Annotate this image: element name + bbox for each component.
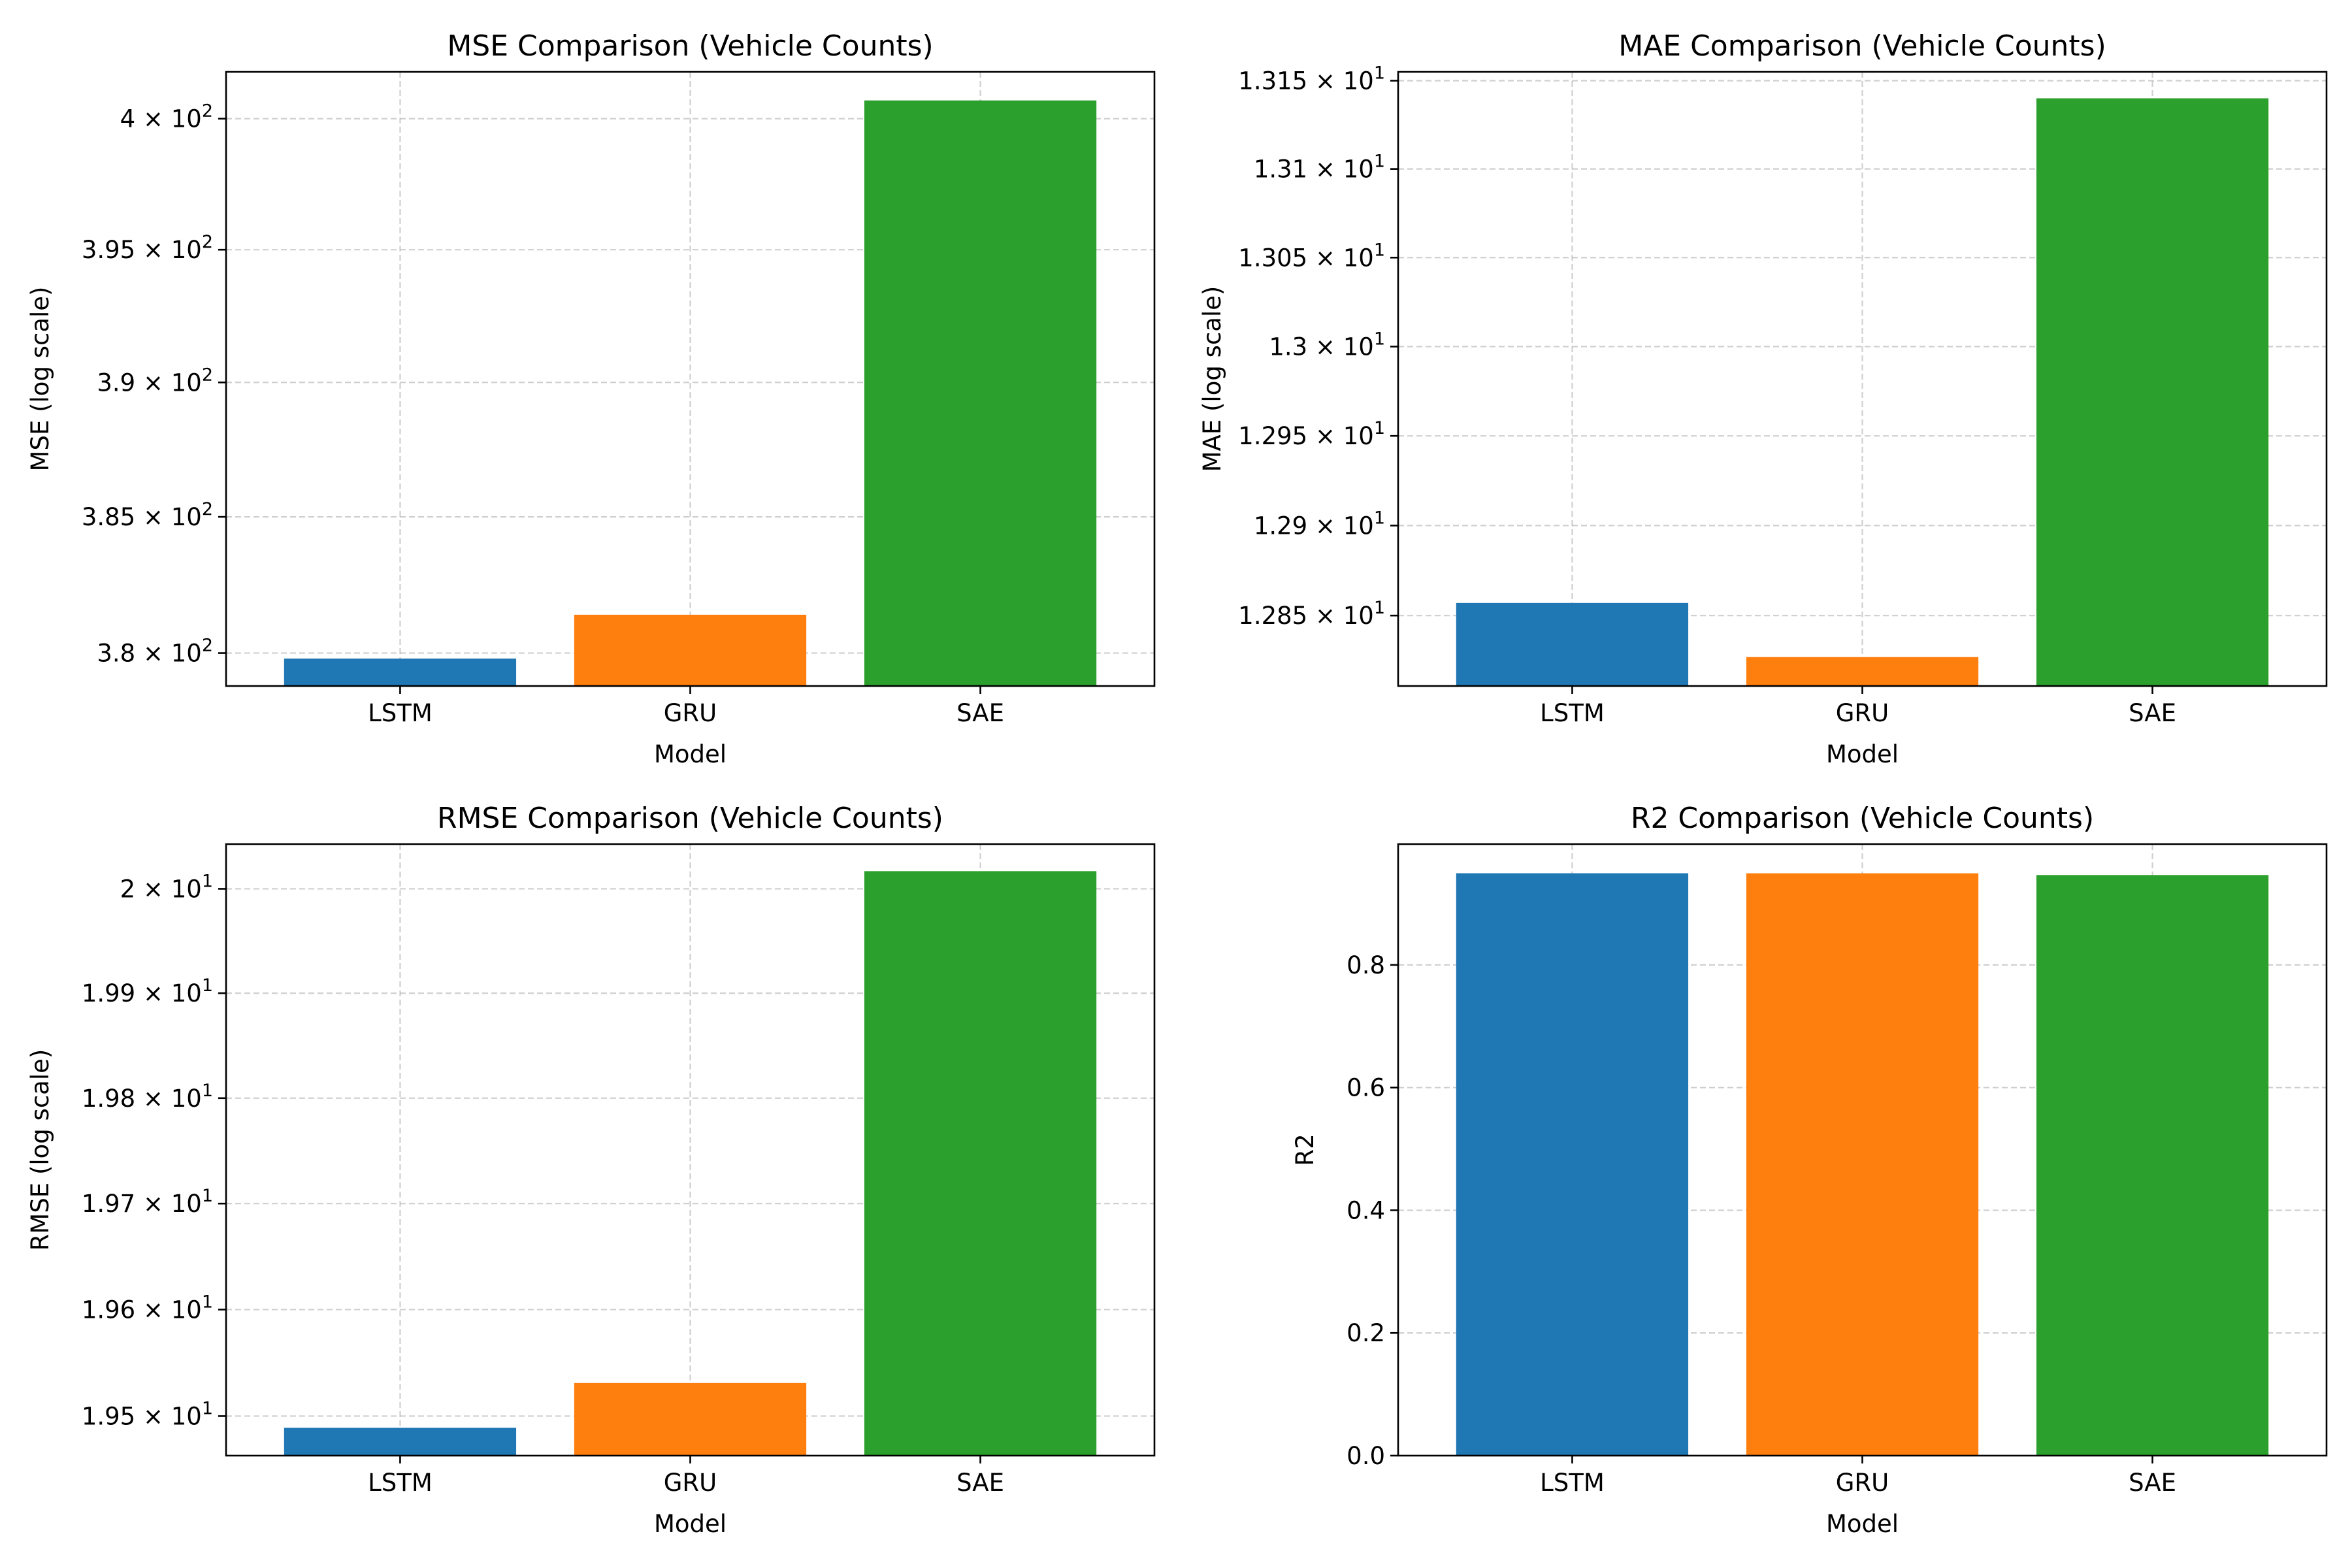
- y-tick-label: 1.295 × 101: [1238, 418, 1385, 450]
- y-tick-label: 1.95 × 101: [82, 1398, 213, 1430]
- y-tick-label: 0.4: [1347, 1196, 1385, 1224]
- y-axis-label: MSE (log scale): [26, 287, 54, 472]
- y-tick-label: 1.96 × 101: [82, 1292, 213, 1324]
- y-axis-label: MAE (log scale): [1198, 286, 1226, 472]
- bar-lstm: [284, 1428, 517, 1456]
- chart-title: RMSE Comparison (Vehicle Counts): [437, 802, 943, 835]
- chart-title: MSE Comparison (Vehicle Counts): [447, 29, 933, 63]
- bar-lstm: [1456, 873, 1689, 1456]
- x-tick-label: LSTM: [1540, 1469, 1605, 1497]
- bar-gru: [574, 614, 807, 686]
- y-tick-label: 4 × 102: [120, 101, 213, 133]
- chart-title: R2 Comparison (Vehicle Counts): [1631, 802, 2094, 835]
- y-tick-label: 3.9 × 102: [97, 365, 213, 397]
- x-tick-label: SAE: [2129, 1469, 2176, 1497]
- y-tick-label: 1.285 × 101: [1238, 598, 1385, 630]
- y-tick-label: 3.85 × 102: [82, 499, 213, 531]
- x-axis-label: Model: [654, 740, 727, 768]
- x-tick-label: GRU: [664, 1469, 717, 1497]
- chart-panel-4: 0.0 0.2 0.4 0.6 0.8 LSTM GRU SAE R2 Comparison (…: [1291, 802, 2328, 1538]
- chart-panel-1: 3.8 × 102 3.85 × 102 3.9 × 102 3.95 × 102 4 …: [26, 29, 1156, 768]
- chart-title: MAE Comparison (Vehicle Counts): [1618, 29, 2106, 63]
- y-tick-label: 0.0: [1347, 1442, 1385, 1470]
- x-tick-label: GRU: [1836, 1469, 1889, 1497]
- y-tick-label: 0.6: [1347, 1074, 1385, 1102]
- bar-gru: [1746, 873, 1979, 1456]
- x-axis-label: Model: [1826, 1510, 1899, 1538]
- y-tick-label: 1.305 × 101: [1238, 240, 1385, 272]
- chart-panel-2: 1.285 × 101 1.29 × 101 1.295 × 101 1.3 × 10…: [1198, 29, 2328, 768]
- y-tick-label: 1.98 × 101: [82, 1081, 213, 1113]
- x-axis-label: Model: [654, 1510, 727, 1538]
- x-tick-label: SAE: [956, 1469, 1004, 1497]
- bar-sae: [2036, 875, 2269, 1456]
- y-tick-label: 0.8: [1347, 951, 1385, 979]
- x-tick-label: GRU: [664, 699, 717, 727]
- bar-gru: [1746, 657, 1979, 686]
- x-tick-label: SAE: [956, 699, 1004, 727]
- y-tick-label: 2 × 101: [120, 871, 213, 903]
- y-tick-label: 0.2: [1347, 1319, 1385, 1347]
- x-tick-label: GRU: [1836, 699, 1889, 727]
- bar-sae: [2036, 98, 2269, 687]
- x-tick-label: LSTM: [1540, 699, 1605, 727]
- bar-gru: [574, 1382, 807, 1456]
- y-tick-label: 1.315 × 101: [1238, 63, 1385, 95]
- y-axis-label: R2: [1291, 1134, 1319, 1166]
- bar-lstm: [1456, 602, 1689, 686]
- y-tick-label: 3.95 × 102: [82, 232, 213, 264]
- y-tick-label: 1.3 × 101: [1269, 329, 1385, 361]
- y-tick-label: 1.99 × 101: [82, 975, 213, 1007]
- x-axis-label: Model: [1826, 740, 1899, 768]
- chart-panel-3: 1.95 × 101 1.96 × 101 1.97 × 101 1.98 × 101…: [26, 802, 1156, 1538]
- y-tick-label: 1.29 × 101: [1254, 508, 1385, 540]
- y-tick-label: 1.31 × 101: [1254, 152, 1385, 184]
- bar-lstm: [284, 658, 517, 686]
- bar-sae: [864, 100, 1097, 686]
- bar-sae: [864, 871, 1097, 1456]
- y-tick-label: 1.97 × 101: [82, 1186, 213, 1218]
- x-tick-label: LSTM: [368, 699, 433, 727]
- x-tick-label: SAE: [2129, 699, 2176, 727]
- x-tick-label: LSTM: [368, 1469, 433, 1497]
- y-tick-label: 3.8 × 102: [97, 636, 213, 668]
- y-axis-label: RMSE (log scale): [26, 1049, 54, 1251]
